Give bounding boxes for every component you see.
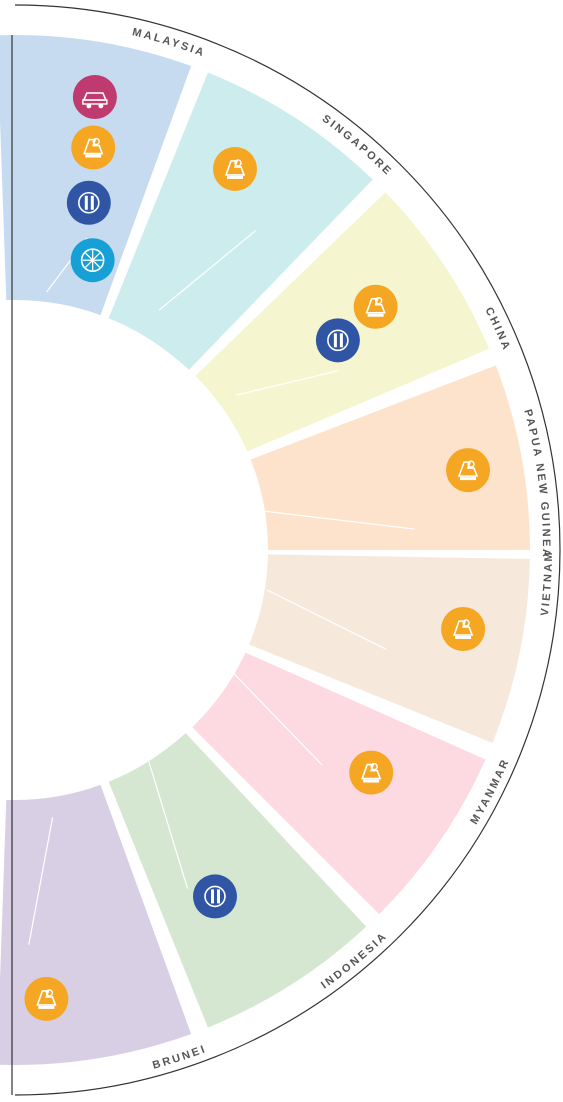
engineering-icon-badge xyxy=(441,607,486,652)
engineering-icon-badge xyxy=(24,976,69,1021)
segment-vietnam xyxy=(246,554,530,743)
leader-line xyxy=(158,230,257,311)
country-label-brunei: BRUNEI xyxy=(151,1043,208,1072)
engineering-icon-badge xyxy=(353,284,398,329)
engineering-icon xyxy=(213,146,257,191)
outer-ring xyxy=(14,4,561,1096)
engineering-icon-badge xyxy=(349,750,394,795)
leader-line xyxy=(236,370,339,396)
leader-line xyxy=(28,817,54,945)
automotive-icon-badge xyxy=(72,74,117,119)
engineering-icon xyxy=(24,976,69,1021)
engineering-icon xyxy=(71,125,116,170)
technology-icon-badge xyxy=(315,318,360,363)
engineering-icon-badge xyxy=(213,146,257,191)
engineering-icon-badge xyxy=(71,125,116,170)
engineering-icon xyxy=(349,750,394,795)
technology-icon xyxy=(193,874,237,919)
country-label-text: BRUNEI xyxy=(151,1043,206,1072)
leader-line xyxy=(145,751,189,889)
segment-singapore xyxy=(108,72,373,371)
leader-line xyxy=(261,510,415,530)
segment-indonesia xyxy=(108,732,367,1028)
technology-icon xyxy=(315,318,360,363)
segment-papua-new-guinea xyxy=(248,365,530,550)
technology-icon xyxy=(66,180,111,225)
automotive-icon xyxy=(72,74,117,119)
inner-hub xyxy=(0,305,268,795)
country-label-text: VIETNAM xyxy=(539,550,553,617)
technology-icon-badge xyxy=(66,180,111,225)
country-label-vietnam: VIETNAM xyxy=(539,550,555,617)
engineering-icon xyxy=(353,284,398,329)
leader-line xyxy=(266,589,388,651)
segment-myanmar xyxy=(191,651,486,915)
engineering-icon xyxy=(446,448,491,493)
engineering-icon xyxy=(441,607,486,652)
energy-icon xyxy=(70,238,115,283)
technology-icon-badge xyxy=(193,874,237,919)
segment-malaysia xyxy=(0,34,192,316)
leader-line xyxy=(228,668,323,766)
engineering-icon-badge xyxy=(446,448,491,493)
icons-layer xyxy=(24,74,491,1021)
